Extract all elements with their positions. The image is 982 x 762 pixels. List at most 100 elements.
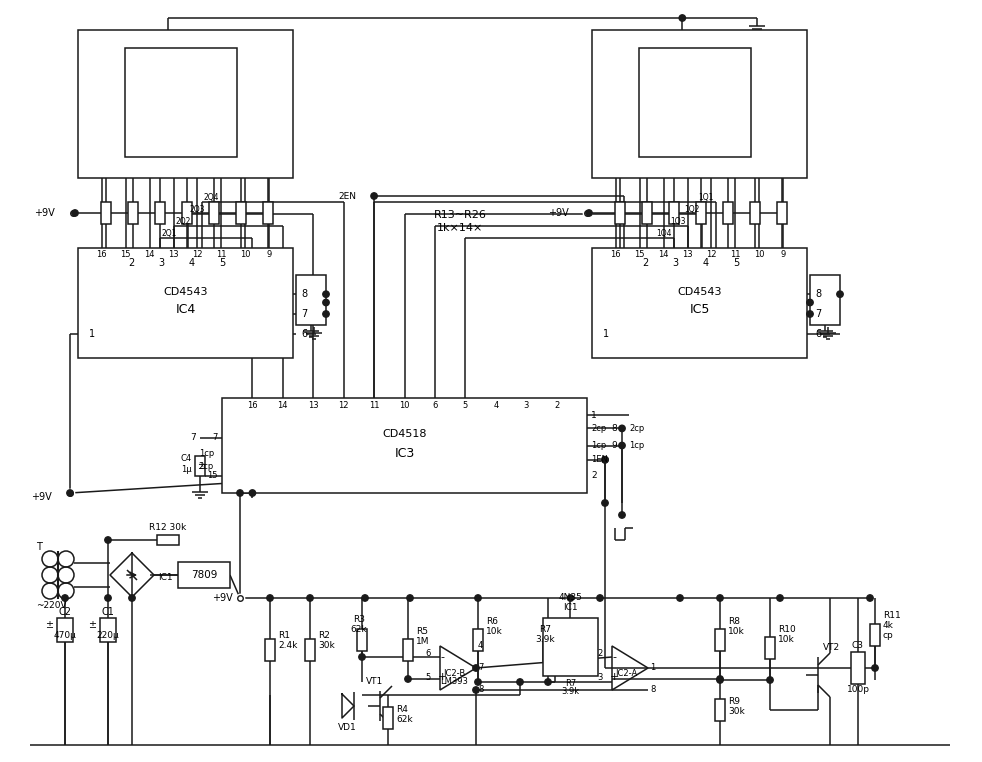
- Bar: [305, 639, 315, 661]
- Circle shape: [677, 595, 683, 601]
- Circle shape: [602, 456, 608, 463]
- Text: +9V: +9V: [34, 208, 55, 218]
- Text: IC2-B: IC2-B: [443, 668, 465, 677]
- Text: C2: C2: [59, 607, 72, 617]
- Text: 8: 8: [815, 290, 821, 299]
- Text: 1k×14×: 1k×14×: [437, 223, 483, 233]
- Text: 10: 10: [754, 249, 764, 258]
- Bar: [715, 699, 725, 721]
- Text: 8: 8: [301, 290, 307, 299]
- Bar: [777, 202, 787, 224]
- Text: C3: C3: [852, 642, 864, 651]
- Circle shape: [619, 512, 626, 518]
- Text: 1EN: 1EN: [591, 455, 608, 464]
- Text: 2cp: 2cp: [591, 424, 606, 433]
- Text: 100p: 100p: [846, 686, 869, 694]
- Text: 3: 3: [159, 258, 165, 268]
- Text: 12: 12: [339, 401, 349, 409]
- Text: 8: 8: [650, 686, 655, 694]
- Text: 10k: 10k: [728, 627, 744, 636]
- Bar: [715, 629, 725, 651]
- Text: 6: 6: [425, 649, 431, 658]
- Text: 1: 1: [591, 411, 597, 420]
- Text: R12 30k: R12 30k: [149, 523, 187, 533]
- Text: 2: 2: [554, 401, 559, 409]
- Text: IC4: IC4: [176, 303, 195, 316]
- Circle shape: [105, 595, 111, 601]
- Bar: [157, 535, 179, 545]
- Bar: [750, 202, 760, 224]
- Circle shape: [358, 654, 365, 660]
- Circle shape: [717, 595, 723, 601]
- Text: 13: 13: [682, 249, 693, 258]
- Circle shape: [619, 425, 626, 431]
- Bar: [851, 652, 865, 684]
- Text: 8: 8: [611, 424, 617, 433]
- Text: R3: R3: [353, 616, 365, 625]
- Circle shape: [586, 210, 592, 216]
- Text: 2.4k: 2.4k: [278, 641, 298, 649]
- Text: 1: 1: [89, 328, 95, 339]
- Text: 9: 9: [611, 441, 617, 450]
- Circle shape: [767, 677, 773, 684]
- Circle shape: [62, 595, 68, 601]
- Text: 4: 4: [189, 258, 195, 268]
- Text: 4N35: 4N35: [559, 594, 582, 603]
- Text: 12: 12: [706, 249, 717, 258]
- Bar: [126, 48, 237, 157]
- Text: 1Q1: 1Q1: [698, 193, 714, 201]
- Circle shape: [72, 210, 79, 216]
- Text: 2Q1: 2Q1: [162, 229, 177, 238]
- Text: 220μ: 220μ: [96, 630, 120, 639]
- Text: 5: 5: [219, 258, 225, 268]
- Text: 9: 9: [781, 249, 786, 258]
- Text: 12: 12: [192, 249, 202, 258]
- Circle shape: [371, 193, 377, 199]
- Text: ±: ±: [45, 620, 53, 630]
- Text: 1cp: 1cp: [591, 441, 606, 450]
- Bar: [101, 202, 111, 224]
- Text: 4k: 4k: [883, 620, 894, 629]
- Text: VD1: VD1: [338, 723, 356, 732]
- Text: 5: 5: [733, 258, 739, 268]
- Text: R7: R7: [539, 626, 551, 635]
- Circle shape: [472, 687, 479, 693]
- Circle shape: [872, 664, 878, 671]
- Text: 1cp: 1cp: [629, 441, 644, 450]
- Text: 62k: 62k: [396, 716, 412, 725]
- Text: R4: R4: [396, 706, 408, 715]
- Text: 11: 11: [369, 401, 379, 409]
- Text: 7: 7: [301, 309, 307, 319]
- Text: 10: 10: [240, 249, 250, 258]
- Text: +9V: +9V: [548, 208, 569, 218]
- Text: R1: R1: [278, 630, 290, 639]
- Bar: [870, 624, 880, 646]
- Bar: [100, 618, 116, 642]
- Text: +: +: [609, 672, 619, 682]
- Bar: [222, 398, 587, 493]
- Text: 1Q2: 1Q2: [684, 204, 700, 213]
- Bar: [236, 202, 246, 224]
- Text: 2Q4: 2Q4: [203, 193, 219, 201]
- Bar: [128, 202, 138, 224]
- Text: +: +: [437, 672, 447, 682]
- Circle shape: [306, 595, 313, 601]
- Circle shape: [323, 291, 329, 297]
- Text: R7: R7: [565, 680, 576, 689]
- Text: 16: 16: [611, 249, 622, 258]
- Text: 2Q3: 2Q3: [190, 204, 205, 213]
- Circle shape: [407, 595, 413, 601]
- Text: -: -: [612, 652, 616, 662]
- Text: IC3: IC3: [395, 447, 414, 459]
- Circle shape: [597, 595, 603, 601]
- Text: 1: 1: [603, 328, 609, 339]
- Bar: [195, 456, 205, 476]
- Bar: [723, 202, 733, 224]
- Bar: [78, 30, 293, 178]
- Text: 2EN: 2EN: [338, 191, 356, 200]
- Text: VT1: VT1: [366, 677, 384, 686]
- Text: 14: 14: [278, 401, 288, 409]
- Text: 6: 6: [432, 401, 438, 409]
- Text: 15: 15: [634, 249, 645, 258]
- Bar: [78, 248, 293, 358]
